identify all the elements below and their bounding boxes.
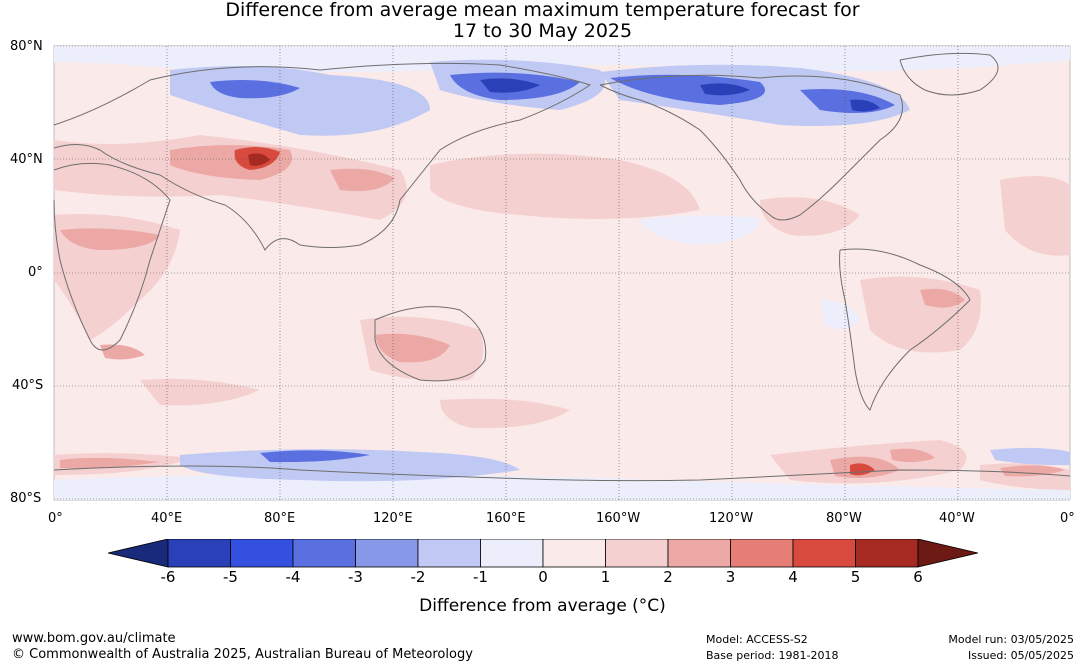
lon-label-40e: 40°E [151,511,183,526]
colorbar-tick-label: 5 [850,568,861,586]
footer-issued: Issued: 05/05/2025 [967,649,1074,662]
colorbar-cell [417,539,481,568]
footer-url[interactable]: www.bom.gov.au/climate [12,631,176,646]
lon-label-0-left: 0° [48,511,63,526]
footer-model: Model: ACCESS-S2 [706,633,808,646]
title-line-1: Difference from average mean maximum tem… [225,0,860,21]
coastline-eurasia [53,62,592,251]
colorbar-extend-low [108,539,169,568]
footer-model-run: Model run: 03/05/2025 [948,633,1074,646]
colorbar-tick-label: 0 [538,568,548,586]
colorbar-tick-label: -5 [223,568,238,586]
coastline-africa [53,162,171,351]
colorbar-cell [355,539,419,568]
colorbar-tick-label: 6 [913,568,923,586]
lon-label-160e: 160°E [486,511,526,526]
colorbar-cell [230,539,294,568]
lat-label-equator: 0° [28,265,43,280]
colorbar-tick-label: -3 [348,568,363,586]
graticule [54,45,1070,500]
coastline-antarctica [53,465,1071,482]
title-line-2: 17 to 30 May 2025 [452,20,633,42]
colorbar-tick-label: -1 [473,568,488,586]
cool-anomaly-regions-core [480,78,880,112]
colorbar-tick-label: 4 [788,568,798,586]
colorbar-cell [480,539,544,568]
colorbar-tick-label: 2 [663,568,673,586]
lon-label-0-right: 0° [1060,511,1075,526]
warm-anomaly-regions [54,135,1070,490]
colorbar-extend-high [917,539,978,568]
colorbar-tick-label: 3 [725,568,736,586]
coastline-north-america [599,74,903,221]
colorbar-cell [167,539,231,568]
lat-label-80n: 80°N [10,39,43,54]
lon-label-120e: 120°E [373,511,413,526]
colorbar-label: Difference from average (°C) [419,596,666,616]
anomaly-map [53,45,1071,501]
colorbar-cell [605,539,669,568]
colorbar-cell [542,539,606,568]
colorbar-cell [792,539,856,568]
coastline-greenland [899,52,999,96]
lon-label-160w: 160°W [596,511,641,526]
colorbar [108,539,978,568]
map-title: Difference from average mean maximum tem… [0,0,1085,42]
colorbar-tick-label: -4 [285,568,301,586]
lon-label-80e: 80°E [264,511,296,526]
colorbar-cell [292,539,356,568]
coastlines [53,52,1071,482]
colorbar-tick-label: -2 [410,568,426,586]
cool-anomaly-regions-light [54,46,1070,500]
colorbar-cell [730,539,794,568]
coastline-south-america [839,248,971,411]
moderate-warm-regions [60,145,1065,478]
footer-base-period: Base period: 1981-2018 [706,649,839,662]
colorbar-cell [855,539,919,568]
lat-label-40n: 40°N [10,152,43,167]
extreme-warm-core [248,153,270,166]
lon-label-80w: 80°W [826,511,862,526]
colorbar-tick-label: -6 [160,568,176,586]
lon-label-40w: 40°W [939,511,975,526]
coastline-australia [374,306,487,382]
lon-label-120w: 120°W [709,511,754,526]
colorbar-tick-label: 1 [600,568,611,586]
footer-copyright: © Commonwealth of Australia 2025, Austra… [12,647,473,662]
colorbar-cell [667,539,731,568]
lat-label-40s: 40°S [12,378,44,393]
lat-label-80s: 80°S [10,491,42,506]
